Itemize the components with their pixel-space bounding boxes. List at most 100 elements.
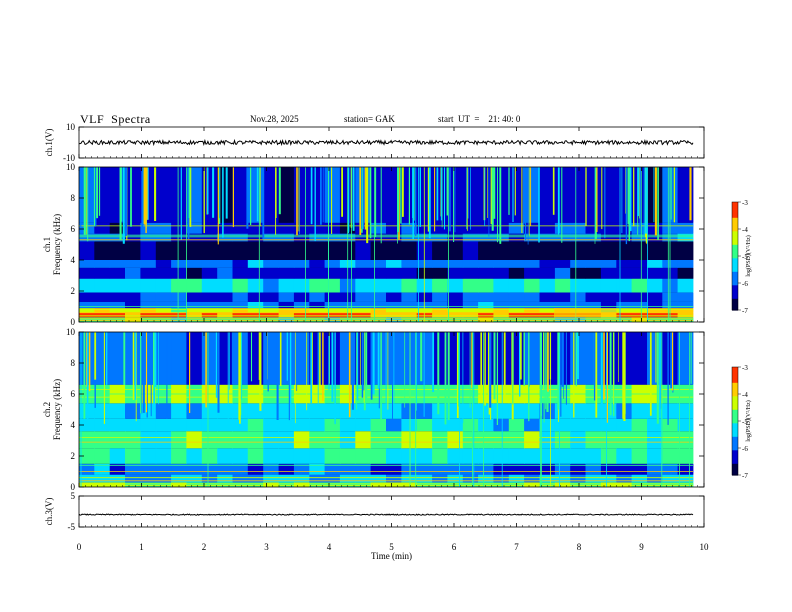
spectral-band [631,463,648,475]
spectral-band [524,418,540,432]
spectral-band [109,482,126,487]
spectral-band [171,403,187,419]
spectral-band [508,278,525,293]
spectral-band [232,463,249,475]
spectral-band [447,317,464,322]
spectral-band [217,332,233,385]
spectral-band [600,448,617,464]
waveform-layer [78,138,694,516]
spectral-band [554,418,571,432]
spectral-band [386,267,402,279]
spectral-band [647,317,663,322]
colorbar-segment [732,454,738,458]
spectral-band [524,222,540,234]
spectral-band [662,332,679,385]
spectral-band [600,301,617,309]
y-axis-label: ch.1 [42,237,52,252]
colorbar-tick-label: -7 [742,472,748,480]
spectral-band [125,317,141,322]
spectral-band [155,233,172,242]
spectral-band [508,403,525,419]
spectral-band [600,474,617,483]
spectral-band [386,308,402,313]
spectral-band [109,448,126,464]
spectral-band [662,418,679,432]
colorbar-segment [732,217,738,221]
spectral-band [432,308,448,313]
spectral-band [462,463,479,475]
colorbar-segment [732,441,738,445]
spectral-band [677,267,694,279]
spectral-band [201,403,218,419]
colorbar-segment [732,403,738,406]
colorbar-segment [732,305,738,309]
spectral-band [109,463,126,475]
spectral-band [155,463,172,475]
spectral-band [263,308,279,313]
spectral-band [186,418,203,432]
spectral-band [217,278,233,293]
spectral-band [478,308,494,313]
spectral-band [524,312,540,318]
spectral-band [94,308,111,313]
y-tick-label: 10 [66,122,76,132]
spectral-band [355,241,372,260]
spectral-band [401,332,418,385]
spectral-band [462,474,479,483]
y-tick-label: 10 [66,327,76,337]
spectral-band [263,418,279,432]
spectral-band [278,260,295,268]
spectral-band [171,308,187,313]
colorbar-segment [732,416,738,420]
spectral-band [155,301,172,309]
spectral-band [554,167,571,223]
spectral-band [155,278,172,293]
spectral-band [309,317,326,322]
spectral-band [493,312,510,318]
ch2-spectrogram [79,332,694,487]
spectral-band [647,308,663,313]
spectral-band [416,431,433,449]
spectral-band [647,241,663,260]
colorbar-segment [732,376,738,379]
spectral-band [401,267,418,279]
spectral-band [355,292,372,302]
spectral-band [508,222,525,234]
spectral-band [278,431,295,449]
colorbar-segment [732,427,738,431]
spectral-band [677,312,694,318]
colorbar-segment [732,242,738,246]
spectral-band [677,278,694,293]
spectral-band [677,308,694,313]
spectral-band [401,260,418,268]
y-tick-label: 8 [71,358,76,368]
spectral-band [416,474,433,483]
colorbar-segment [732,262,738,266]
spectral-band [217,301,233,309]
spectral-band [79,474,95,483]
spectral-band [278,301,295,309]
spectral-band [447,301,464,309]
spectral-band [647,260,663,268]
spectral-band [647,463,663,475]
spectral-band [508,308,525,313]
spectral-band [94,301,111,309]
spectral-band [263,233,279,242]
spectral-band [493,241,510,260]
colorbar-segment [732,461,738,465]
spectral-band [432,463,448,475]
spectral-band [278,482,295,487]
spectral-band [293,463,310,475]
colorbar-segment [732,278,738,282]
spectral-band [309,233,326,242]
spectral-band [370,278,387,293]
spectral-band [186,448,203,464]
spectral-band [370,474,387,483]
spectral-band [462,332,479,385]
spectral-band [631,267,648,279]
spectral-band [508,332,525,385]
spectral-band [570,474,586,483]
spectral-band [247,301,264,309]
y-tick-label: 4 [71,255,76,265]
ch1-waveform-line [79,138,694,147]
